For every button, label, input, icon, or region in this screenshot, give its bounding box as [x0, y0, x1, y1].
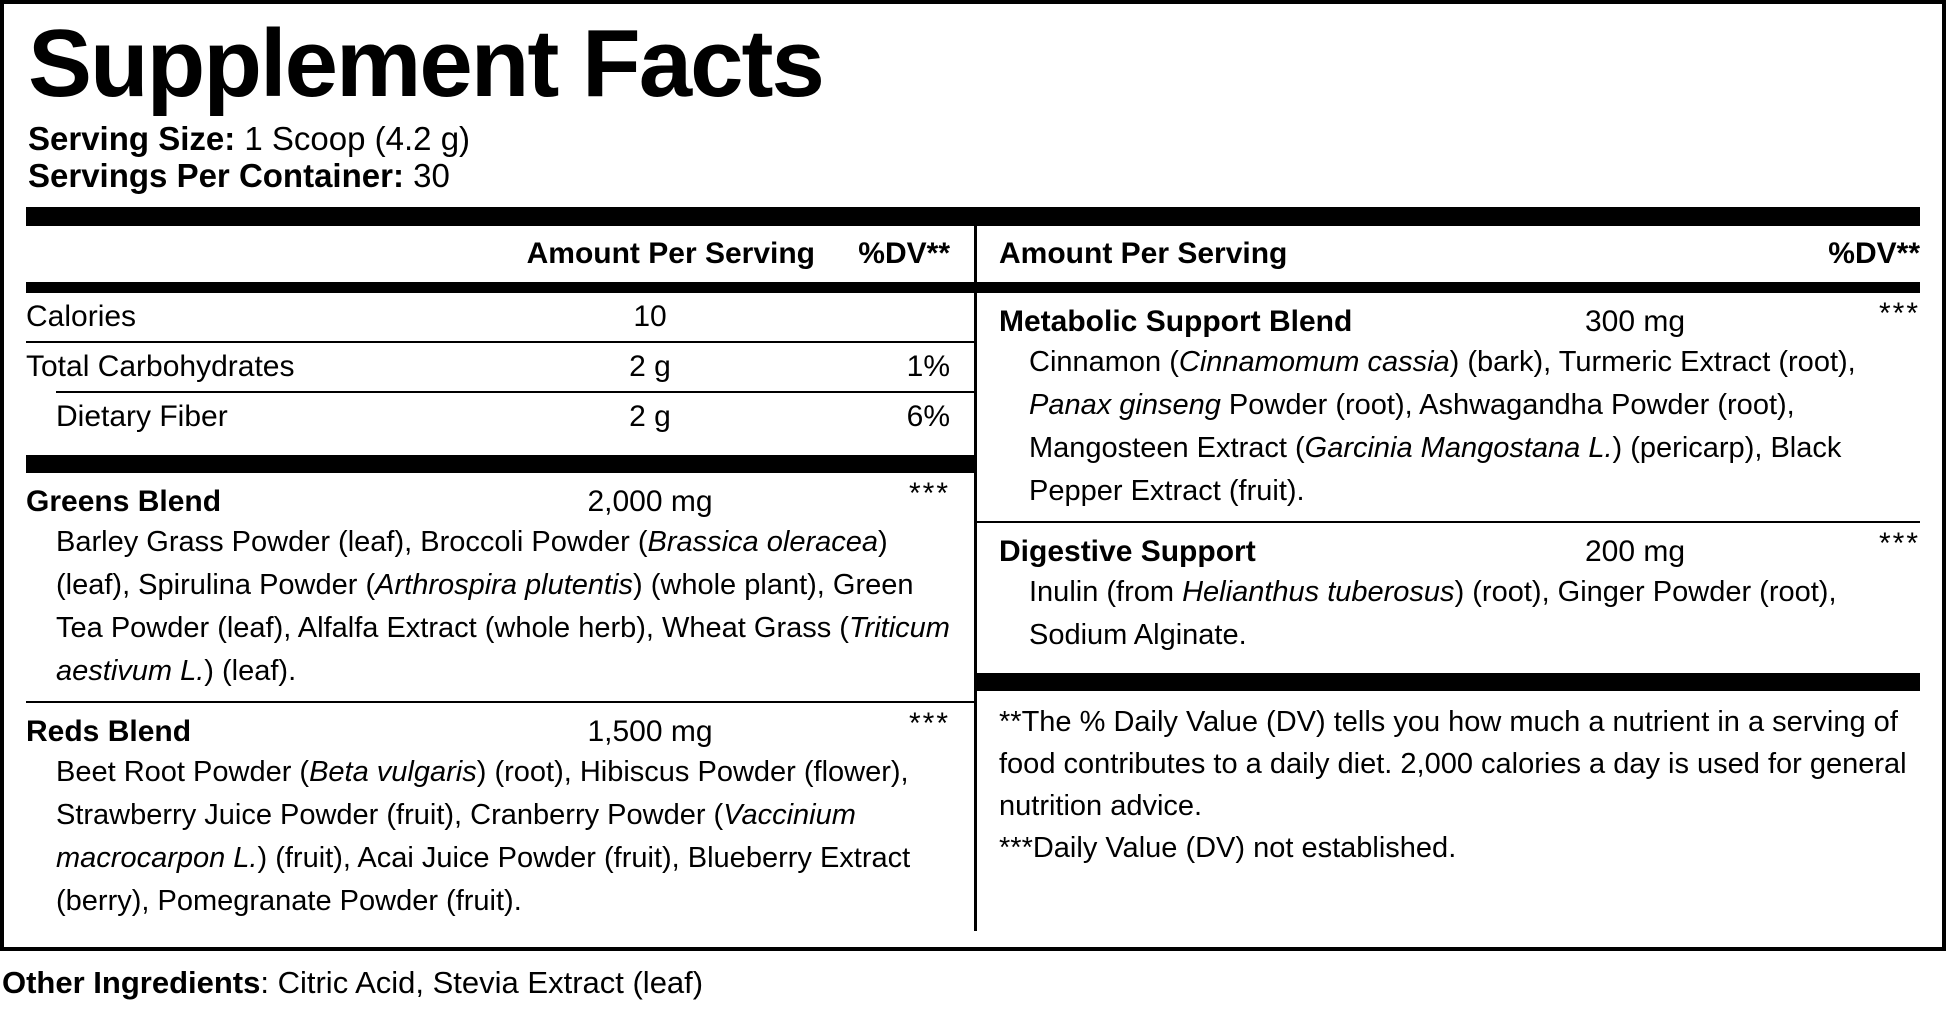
right-header-dv: %DV**	[1828, 237, 1920, 270]
blend-amount: 300 mg	[1584, 305, 1686, 338]
footnotes: **The % Daily Value (DV) tells you how m…	[999, 691, 1920, 869]
blend-dv-stars: ***	[1878, 297, 1920, 330]
blend-dv-stars: ***	[1878, 527, 1920, 560]
row-divider	[26, 701, 974, 703]
blend-ingredients-digestive-support: Inulin (from Helianthus tuberosus) (root…	[1029, 576, 1837, 651]
left-column-header: Amount Per Serving %DV**	[26, 226, 950, 282]
nutrient-row-calories: Calories 10	[26, 293, 950, 341]
top-separator-bar	[26, 207, 1920, 226]
left-header-dv: %DV**	[858, 237, 950, 270]
servings-per-container-value: 30	[403, 157, 450, 194]
right-header-amount-per-serving: Amount Per Serving	[999, 237, 1288, 270]
blend-ingredients-metabolic-support: Cinnamon (Cinnamomum cassia) (bark), Tur…	[1029, 346, 1856, 507]
left-header-underline-bar	[26, 282, 974, 293]
blend-ingredients-reds: Beet Root Powder (Beta vulgaris) (root),…	[56, 756, 911, 917]
nutrient-name: Calories	[26, 300, 137, 333]
page-title: Supplement Facts	[28, 10, 825, 117]
blend-name: Greens Blend	[26, 485, 222, 518]
blend-dv-stars: ***	[908, 477, 950, 510]
blend-header-reds: Reds Blend 1,500 mg ***	[26, 703, 950, 749]
footnote-dv-not-established: ***Daily Value (DV) not established.	[999, 832, 1457, 864]
nutrient-row-total-carbohydrates: Total Carbohydrates 2 g 1%	[26, 343, 950, 391]
right-header-underline-bar	[977, 282, 1920, 293]
nutrient-row-dietary-fiber: Dietary Fiber 2 g 6%	[26, 393, 950, 441]
other-ingredients-label: Other Ingredients	[2, 965, 261, 1000]
blend-name: Digestive Support	[999, 535, 1256, 568]
greens-blend-separator-bar	[26, 455, 974, 473]
blend-header-digestive-support: Digestive Support 200 mg ***	[999, 523, 1920, 569]
blend-name: Metabolic Support Blend	[999, 305, 1353, 338]
facts-right-column: Amount Per Serving %DV** Metabolic Suppo…	[974, 226, 1920, 931]
nutrient-dv: 6%	[906, 400, 950, 433]
other-ingredients-line: Other Ingredients: Citric Acid, Stevia E…	[2, 965, 1946, 1001]
other-ingredients-value: : Citric Acid, Stevia Extract (leaf)	[260, 965, 704, 1000]
servings-per-container-line: Servings Per Container: 30	[28, 157, 1920, 194]
blend-dv-stars: ***	[908, 707, 950, 740]
nutrient-amount: 2 g	[629, 350, 671, 383]
serving-size-value: 1 Scoop (4.2 g)	[235, 120, 471, 157]
servings-per-container-label: Servings Per Container:	[28, 157, 404, 194]
row-divider	[26, 341, 974, 343]
blend-amount: 200 mg	[1584, 535, 1686, 568]
spacer	[26, 441, 950, 455]
serving-size-line: Serving Size: 1 Scoop (4.2 g)	[28, 120, 1920, 157]
facts-left-column: Amount Per Serving %DV** Calories 10 Tot…	[26, 226, 974, 931]
row-divider	[977, 521, 1920, 523]
nutrient-name: Dietary Fiber	[56, 400, 228, 433]
blend-ingredients-greens: Barley Grass Powder (leaf), Broccoli Pow…	[56, 526, 950, 687]
nutrient-amount: 10	[633, 300, 667, 333]
nutrient-amount: 2 g	[629, 400, 671, 433]
footnote-dv-definition: **The % Daily Value (DV) tells you how m…	[999, 706, 1907, 822]
nutrient-name: Total Carbohydrates	[26, 350, 295, 383]
footnotes-separator-bar	[977, 673, 1920, 691]
blend-amount: 1,500 mg	[587, 715, 713, 748]
spacer	[999, 665, 1920, 673]
blend-amount: 2,000 mg	[587, 485, 713, 518]
supplement-facts-panel: Supplement Facts Serving Size: 1 Scoop (…	[0, 0, 1946, 951]
right-column-header: Amount Per Serving %DV**	[999, 226, 1920, 282]
row-divider-indented	[56, 391, 974, 393]
left-header-amount-per-serving: Amount Per Serving	[526, 237, 815, 270]
blend-name: Reds Blend	[26, 715, 192, 748]
blend-header-metabolic-support: Metabolic Support Blend 300 mg ***	[999, 293, 1920, 339]
facts-table: Amount Per Serving %DV** Calories 10 Tot…	[26, 226, 1920, 931]
nutrient-dv: 1%	[906, 350, 950, 383]
serving-size-label: Serving Size:	[28, 120, 236, 157]
blend-header-greens: Greens Blend 2,000 mg ***	[26, 473, 950, 519]
